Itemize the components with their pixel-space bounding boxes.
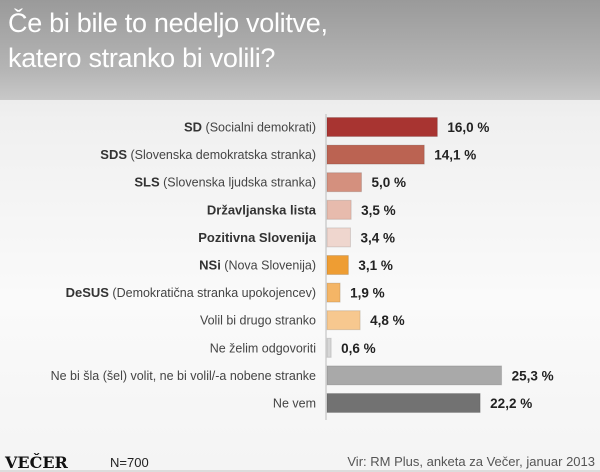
value-label: 1,9 % (350, 286, 385, 301)
value-label: 25,3 % (512, 368, 554, 383)
chart-title: Če bi bile to nedeljo volitve, katero st… (0, 0, 600, 100)
value-label: 3,1 % (358, 258, 393, 273)
bar (326, 310, 361, 331)
category-label: SDS (Slovenska demokratska stranka) (100, 147, 316, 162)
category-label-bold: SLS (134, 175, 160, 190)
bar (326, 255, 349, 275)
value-label: 16,0 % (447, 120, 489, 135)
bar (326, 227, 351, 248)
vecer-logo: VEČER (5, 453, 68, 472)
bar (326, 282, 341, 303)
bar (326, 172, 362, 193)
category-label: Volil bi drugo stranko (200, 314, 316, 328)
category-label-light: Ne bi šla (šel) volit, ne bi volil/-a no… (51, 369, 316, 383)
bar (326, 393, 481, 413)
category-label-bold: Državljanska lista (207, 202, 317, 217)
title-line-2: katero stranko bi volili? (8, 43, 276, 73)
category-label-light: (Nova Slovenija) (221, 259, 316, 273)
bar (326, 337, 332, 358)
bar (326, 144, 425, 165)
category-label-bold: DeSUS (66, 285, 110, 300)
sample-size: N=700 (110, 455, 149, 470)
category-label: SD (Socialni demokrati) (184, 120, 316, 135)
category-label-bold: Pozitivna Slovenija (198, 230, 317, 245)
bar (326, 117, 438, 137)
category-label: Pozitivna Slovenija (198, 230, 317, 245)
category-label-light: Ne želim odgovoriti (210, 341, 316, 355)
value-label: 22,2 % (490, 396, 532, 411)
category-label-light: (Slovenska demokratska stranka) (127, 148, 316, 162)
category-label: Ne želim odgovoriti (210, 341, 316, 355)
value-label: 0,6 % (341, 341, 376, 356)
bar (326, 365, 503, 386)
category-label-bold: SDS (100, 147, 127, 162)
category-label-light: (Demokratična stranka upokojencev) (109, 286, 316, 300)
value-label: 3,5 % (361, 203, 396, 218)
category-label-light: Ne vem (273, 397, 316, 411)
category-label: SLS (Slovenska ljudska stranka) (134, 175, 316, 190)
value-label: 14,1 % (434, 148, 476, 163)
value-label: 3,4 % (360, 230, 395, 245)
bar-chart: SD (Socialni demokrati) 16,0 % SDS (Sloven… (51, 114, 554, 420)
category-label: Državljanska lista (207, 202, 317, 217)
source-note: Vir: RM Plus, anketa za Večer, januar 20… (347, 454, 595, 469)
category-label-light: (Socialni demokrati) (202, 121, 316, 135)
bar (326, 199, 352, 220)
category-label-light: (Slovenska ljudska stranka) (160, 176, 316, 190)
value-label: 5,0 % (372, 175, 407, 190)
title-line-1: Če bi bile to nedeljo volitve, (8, 8, 328, 38)
value-label: 4,8 % (370, 313, 405, 328)
category-label-bold: NSi (199, 258, 221, 273)
category-label: NSi (Nova Slovenija) (199, 258, 316, 273)
category-label: DeSUS (Demokratična stranka upokojencev) (66, 285, 316, 300)
category-label: Ne vem (273, 397, 316, 411)
category-label-light: Volil bi drugo stranko (200, 314, 316, 328)
category-label: Ne bi šla (šel) volit, ne bi volil/-a no… (51, 369, 316, 383)
category-label-bold: SD (184, 120, 202, 135)
